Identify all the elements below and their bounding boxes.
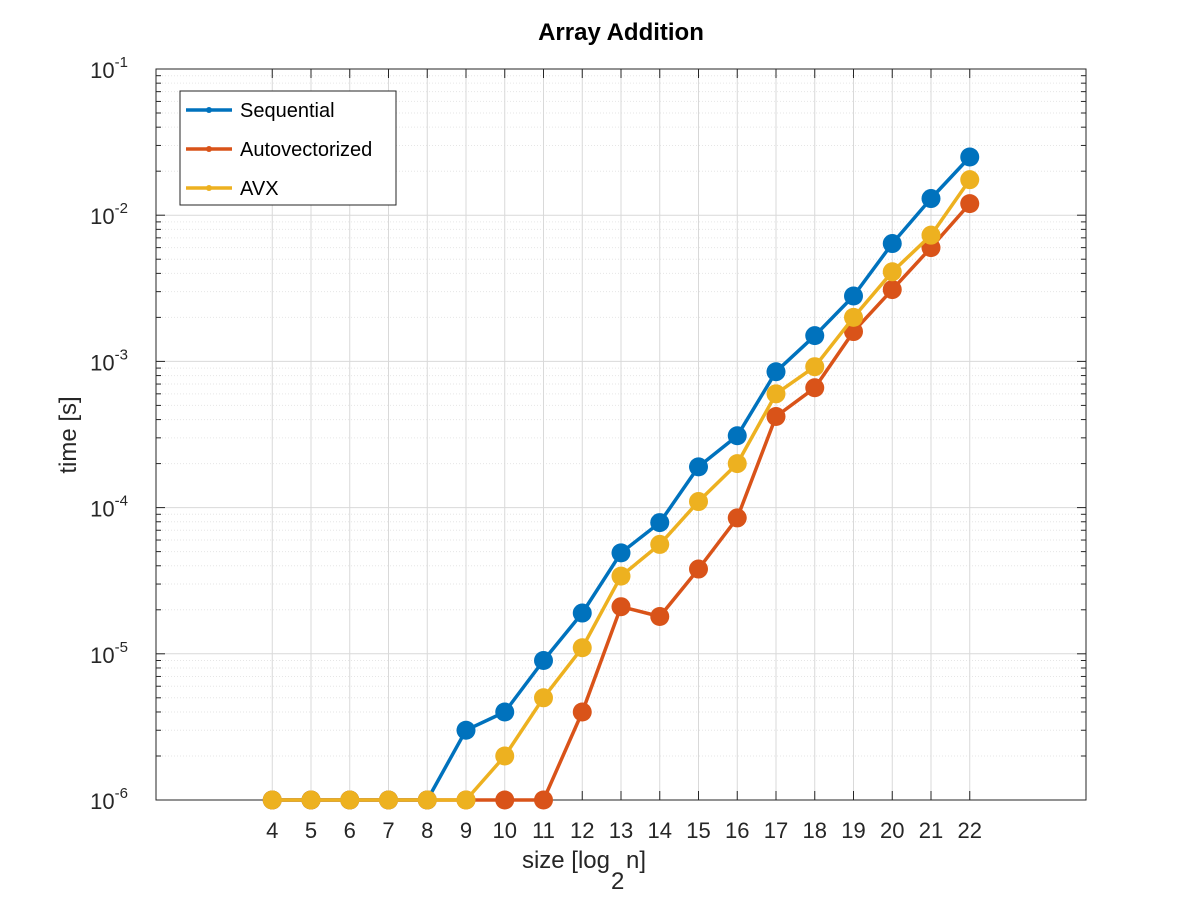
x-tick-label: 17 [764,818,788,843]
data-point [611,597,631,617]
x-tick-label: 13 [609,818,633,843]
x-tick-label: 9 [460,818,472,843]
legend-swatch-marker [206,185,212,191]
x-tick-label: 20 [880,818,904,843]
data-point [611,566,631,586]
data-point [727,454,747,474]
x-tick-label: 8 [421,818,433,843]
x-tick-label: 10 [493,818,517,843]
data-point [766,406,786,426]
y-tick-label: 10-4 [90,493,128,522]
legend-swatch-marker [206,107,212,113]
y-tick-label: 10-6 [90,785,128,814]
data-point [534,650,553,670]
series-layer [262,147,980,810]
data-point [844,322,863,342]
data-point [921,225,941,245]
data-point [805,378,825,398]
legend-label: Autovectorized [240,139,372,161]
data-point [650,606,670,626]
x-axis-label-subscript: 2 [611,868,624,895]
data-point [495,702,515,722]
y-tick-labels: 10-6 10-5 10-4 10-3 10-2 10-1 [90,54,128,814]
data-point [572,638,592,658]
data-point [495,746,515,766]
data-point [727,426,747,446]
data-point [340,790,360,810]
data-point [495,790,515,810]
y-axis-label: time [s] [55,396,82,473]
data-point [456,720,476,740]
data-point [262,790,282,810]
data-point [882,280,902,300]
data-point [766,362,786,382]
y-tick-label: 10-2 [90,200,128,229]
data-point [572,603,592,623]
series-avx [262,170,980,810]
data-point [882,262,902,282]
x-tick-label: 21 [919,818,943,843]
x-tick-label: 7 [382,818,394,843]
data-point [844,307,863,327]
data-point [572,702,592,722]
data-point [689,492,708,512]
data-point [960,194,980,214]
x-tick-label: 6 [344,818,356,843]
data-point [689,457,708,477]
legend-entries: Sequential Autovectorized AVX [186,100,372,200]
data-point [650,534,670,554]
data-point [650,513,670,533]
x-tick-labels: 4 5 6 7 8 9 10 11 12 13 14 15 16 17 18 19 20 21 22 [266,818,982,843]
chart-title: Array Addition [538,19,704,46]
x-tick-label: 11 [532,818,555,843]
legend-label: Sequential [240,100,335,122]
data-point [534,790,553,810]
data-point [611,543,631,563]
data-point [766,384,786,404]
data-point [805,326,825,346]
data-point [960,147,980,167]
x-tick-label: 14 [648,818,672,843]
x-tick-label: 4 [266,818,278,843]
y-tick-label: 10-3 [90,346,128,375]
data-point [534,688,553,708]
data-point [689,559,708,579]
legend: Sequential Autovectorized AVX [179,90,397,206]
x-axis-label-tail: n] [626,847,646,874]
data-point [727,508,747,528]
x-tick-label: 12 [570,818,594,843]
data-point [417,790,437,810]
legend-label: AVX [240,178,279,200]
x-tick-label: 22 [958,818,982,843]
x-tick-label: 16 [725,818,749,843]
x-tick-label: 5 [305,818,317,843]
data-point [301,790,321,810]
x-tick-label: 15 [686,818,710,843]
data-point [921,189,941,209]
data-point [882,234,902,254]
data-point [379,790,398,810]
data-point [844,286,863,306]
y-tick-label: 10-5 [90,639,128,668]
x-tick-label: 18 [803,818,827,843]
data-point [805,357,825,377]
legend-swatch-marker [206,146,212,152]
data-point [960,170,980,190]
y-tick-label: 10-1 [90,54,128,83]
data-point [456,790,476,810]
x-axis-label: size [log [522,847,610,874]
x-tick-label: 19 [841,818,865,843]
